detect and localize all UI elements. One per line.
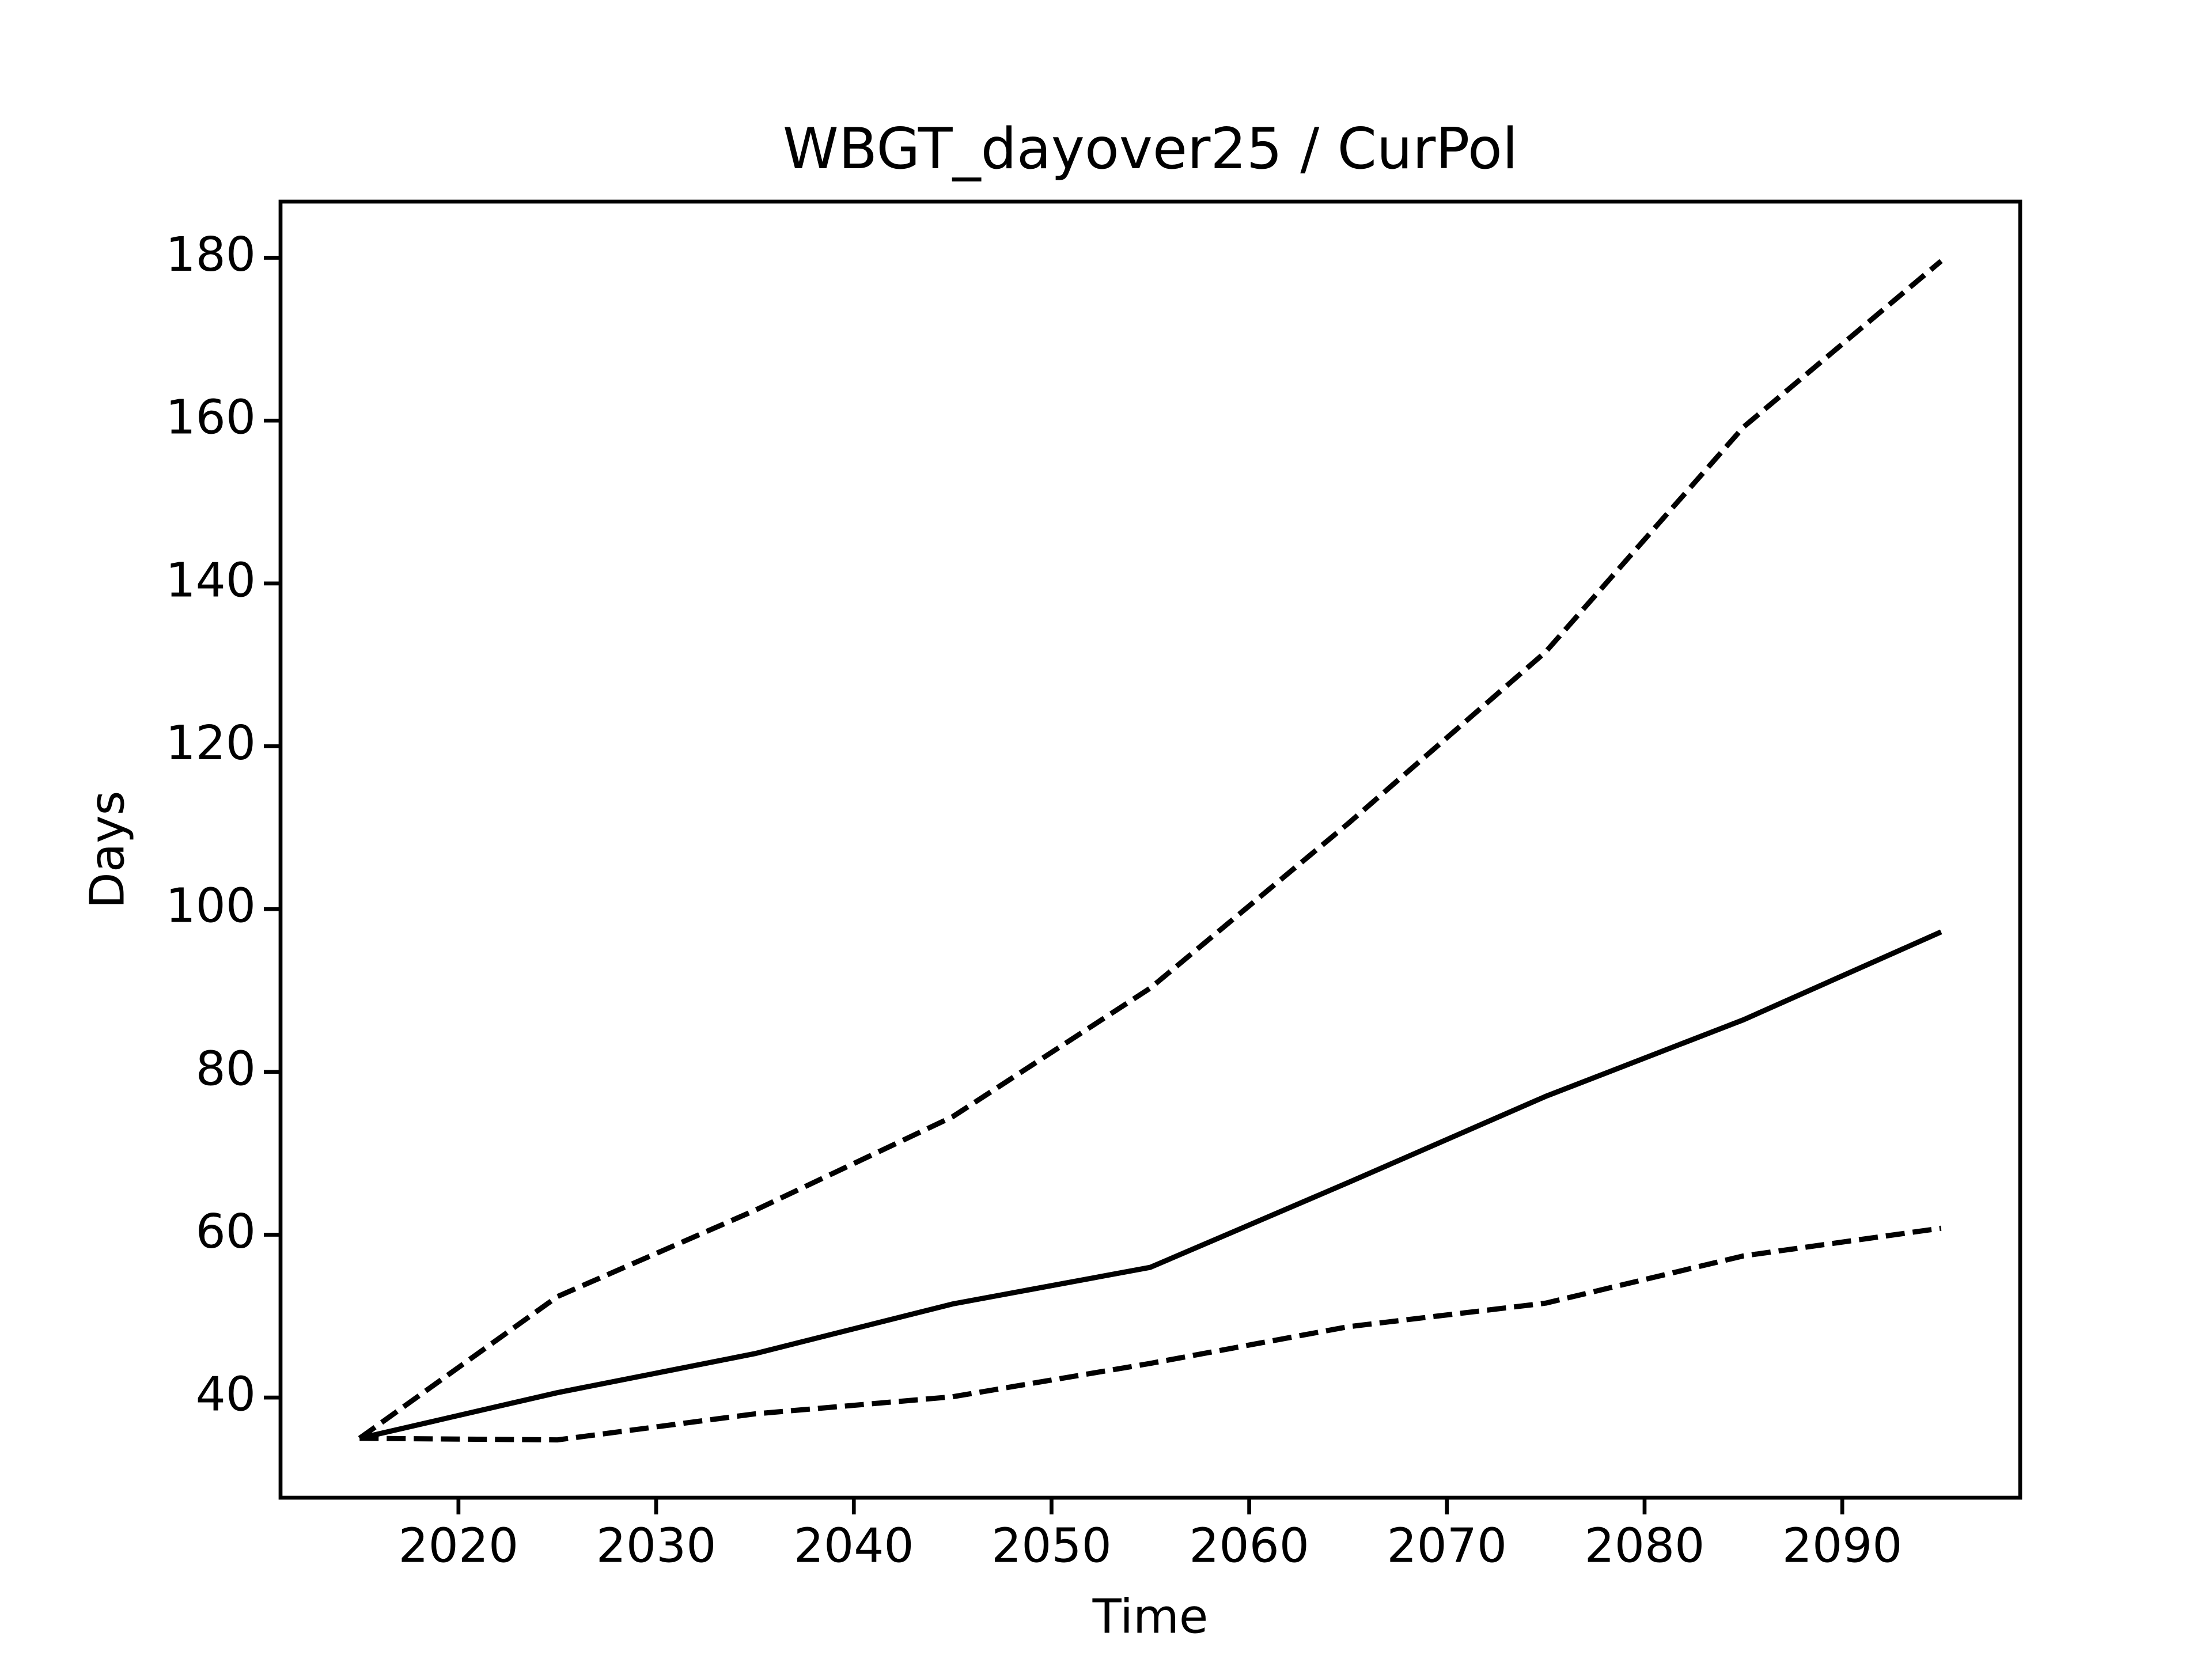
data-line xyxy=(359,1225,1942,1443)
x-tick-label: 2090 xyxy=(1782,1518,1903,1573)
y-tick-label: 160 xyxy=(165,391,256,445)
y-tick-label: 40 xyxy=(196,1368,256,1422)
y-axis-label: Days xyxy=(80,791,135,909)
x-tick-label: 2050 xyxy=(991,1518,1112,1573)
x-tick-label: 2070 xyxy=(1387,1518,1507,1573)
x-tick-label: 2080 xyxy=(1585,1518,1705,1573)
chart-title: WBGT_dayover25 / CurPol xyxy=(783,116,1518,182)
y-tick-label: 140 xyxy=(165,553,256,608)
plot-frame xyxy=(278,199,2022,1500)
y-tick-label: 80 xyxy=(196,1041,256,1096)
x-axis-label: Time xyxy=(1092,1589,1209,1644)
y-tick-label: 180 xyxy=(165,228,256,282)
x-tick-label: 2030 xyxy=(596,1518,717,1573)
x-tick-label: 2060 xyxy=(1189,1518,1309,1573)
x-tick-label: 2040 xyxy=(794,1518,914,1573)
y-tick-label: 60 xyxy=(196,1205,256,1259)
y-tick-label: 100 xyxy=(165,879,256,934)
y-tick-label: 120 xyxy=(165,716,256,771)
data-line xyxy=(358,259,1943,1441)
x-tick-label: 2020 xyxy=(399,1518,519,1573)
data-line xyxy=(359,929,1942,1441)
